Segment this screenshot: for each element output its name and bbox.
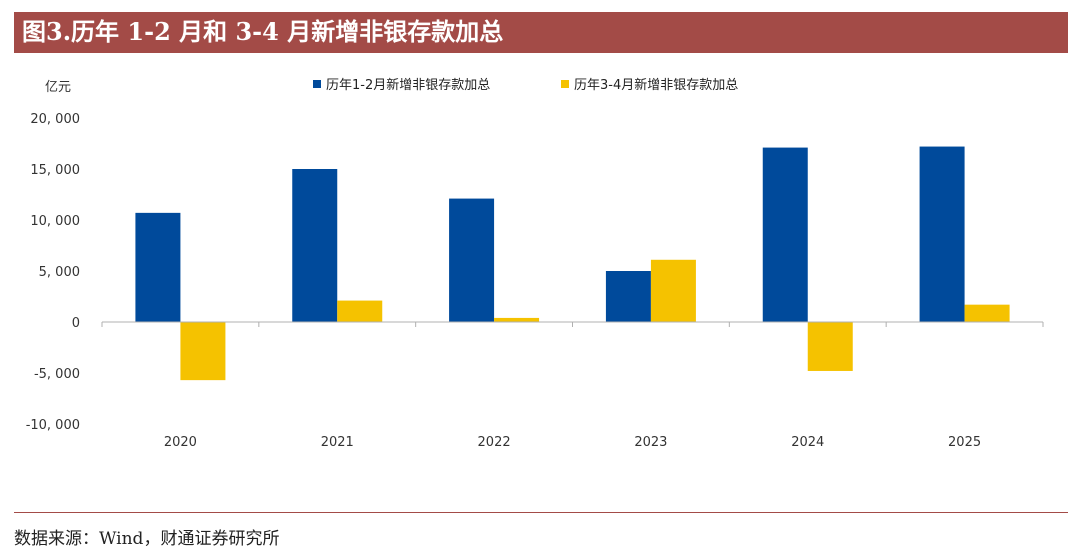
- bar-mar-apr-2020: [180, 322, 226, 381]
- bar-mar-apr-2024: [807, 322, 853, 371]
- x-tick-label: 2020: [164, 435, 197, 450]
- bar-mar-apr-2021: [337, 300, 383, 322]
- y-tick-label: -5, 000: [34, 367, 80, 382]
- legend-label: 历年1-2月新增非银存款加总: [326, 77, 490, 93]
- bar-mar-apr-2023: [650, 259, 696, 322]
- x-tick-label: 2025: [948, 435, 981, 450]
- bar-jan-feb-2021: [292, 169, 338, 322]
- footer-divider: [14, 512, 1068, 513]
- bar-chart: 亿元 20, 000 15, 000 10, 000 5, 000 0 -5, 000 -10…: [26, 77, 1044, 450]
- plot-area: 亿元 20, 000 15, 000 10, 000 5, 000 0 -5, 000 -10…: [26, 77, 1044, 450]
- bar-jan-feb-2023: [605, 271, 651, 322]
- y-tick-label: 20, 000: [30, 112, 80, 127]
- bar-jan-feb-2025: [919, 146, 965, 322]
- legend-label: 历年3-4月新增非银存款加总: [574, 77, 738, 93]
- y-tick-label: 10, 000: [30, 214, 80, 229]
- y-tick-label: 15, 000: [30, 163, 80, 178]
- x-tick-label: 2022: [478, 435, 511, 450]
- x-tick-label: 2021: [321, 435, 354, 450]
- legend-swatch: [313, 80, 321, 88]
- bar-mar-apr-2025: [964, 304, 1010, 322]
- y-tick-label: 0: [72, 316, 80, 331]
- y-axis-label: 亿元: [45, 80, 71, 95]
- bar-jan-feb-2020: [135, 212, 181, 322]
- source-note: 数据来源：Wind，财通证券研究所: [14, 529, 280, 549]
- bar-mar-apr-2022: [494, 317, 540, 322]
- title-bar: 图3.历年 1-2 月和 3-4 月新增非银存款加总: [14, 12, 1068, 53]
- y-tick-label: -10, 000: [26, 418, 80, 433]
- chart-title: 图3.历年 1-2 月和 3-4 月新增非银存款加总: [22, 17, 504, 46]
- y-tick-label: 5, 000: [39, 265, 80, 280]
- bar-jan-feb-2024: [762, 147, 808, 322]
- x-tick-label: 2024: [791, 435, 824, 450]
- legend-swatch: [561, 80, 569, 88]
- bar-jan-feb-2022: [449, 198, 495, 322]
- x-tick-label: 2023: [634, 435, 667, 450]
